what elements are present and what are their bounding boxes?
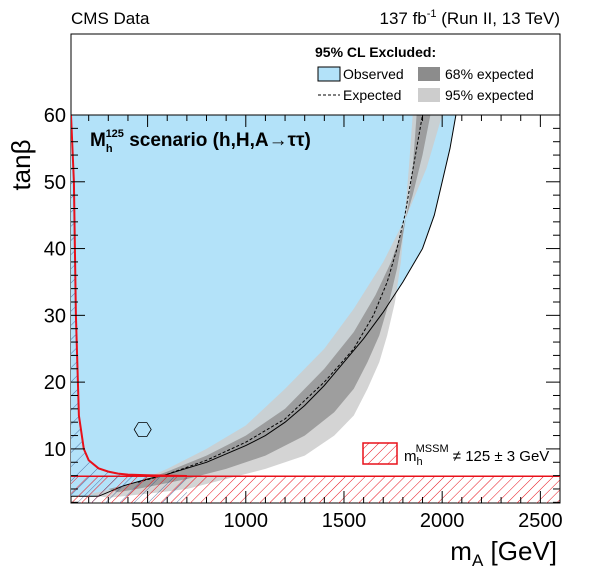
x-tick-label: 2000 <box>420 510 465 532</box>
axes: 500 1000 1500 2000 2500 10 20 30 40 50 60 <box>44 105 563 532</box>
legend-label-band95: 95% expected <box>445 87 534 103</box>
band-95-expected <box>88 115 443 498</box>
expected-line <box>137 115 423 483</box>
x-tick-label: 2500 <box>518 510 563 532</box>
lumi-label: 137 fb-1 (Run II, 13 TeV) <box>379 8 560 28</box>
legend-title: 95% CL Excluded: <box>315 44 436 60</box>
mssm-legend-label: mhMSSM ≠ 125 ± 3 GeV <box>404 443 549 468</box>
y-axis-title: tanβ <box>6 139 36 190</box>
legend-swatch-band95 <box>418 88 440 102</box>
legend-swatch-observed <box>317 66 341 82</box>
x-tick-label: 500 <box>131 510 164 532</box>
legend-label-band68: 68% expected <box>445 66 534 82</box>
legend: 95% CL Excluded: Observed 68% expected E… <box>315 44 534 103</box>
observed-exclusion-region <box>71 115 456 497</box>
legend-label-observed: Observed <box>343 66 404 82</box>
legend-label-expected: Expected <box>343 87 401 103</box>
legend-swatch-band68 <box>418 67 440 81</box>
x-axis-title: mA [GeV] <box>450 536 557 570</box>
plot-area <box>71 115 560 503</box>
experiment-label: CMS Data <box>71 9 150 28</box>
mssm-legend-swatch <box>362 442 398 465</box>
y-tick-label: 60 <box>44 105 66 127</box>
scenario-label: Mh125 scenario (h,H,A→ττ) <box>90 128 311 155</box>
x-tick-label: 1500 <box>322 510 367 532</box>
mssm-legend: mhMSSM ≠ 125 ± 3 GeV <box>362 442 549 468</box>
mssm-left-hatch <box>71 115 187 503</box>
y-tick-label: 40 <box>44 239 66 261</box>
y-tick-label: 30 <box>44 305 66 327</box>
x-tick-label: 1000 <box>224 510 269 532</box>
y-tick-label: 10 <box>44 439 66 461</box>
observed-excluded-island <box>133 422 152 437</box>
y-tick-label: 20 <box>44 372 66 394</box>
y-tick-label: 50 <box>44 172 66 194</box>
